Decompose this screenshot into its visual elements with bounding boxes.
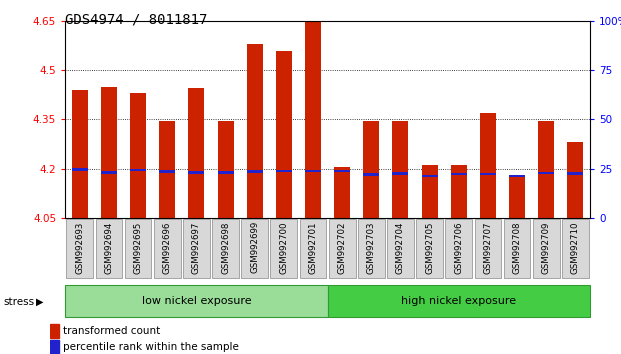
Text: GSM992709: GSM992709 bbox=[542, 221, 551, 274]
Bar bbox=[334, 170, 350, 172]
FancyBboxPatch shape bbox=[212, 219, 239, 278]
Text: GSM992704: GSM992704 bbox=[396, 221, 405, 274]
Bar bbox=[538, 172, 554, 175]
Text: GSM992694: GSM992694 bbox=[104, 221, 114, 274]
Bar bbox=[72, 168, 88, 171]
Bar bbox=[422, 175, 438, 177]
FancyBboxPatch shape bbox=[329, 219, 356, 278]
Text: high nickel exposure: high nickel exposure bbox=[401, 296, 516, 306]
Bar bbox=[509, 177, 525, 218]
FancyBboxPatch shape bbox=[533, 219, 560, 278]
Bar bbox=[217, 171, 233, 174]
FancyBboxPatch shape bbox=[299, 219, 327, 278]
Bar bbox=[480, 173, 496, 176]
Text: GSM992702: GSM992702 bbox=[338, 221, 347, 274]
Bar bbox=[101, 87, 117, 218]
Text: transformed count: transformed count bbox=[63, 326, 160, 336]
FancyBboxPatch shape bbox=[242, 219, 268, 278]
Text: GSM992700: GSM992700 bbox=[279, 221, 288, 274]
Bar bbox=[276, 51, 292, 218]
Text: GSM992695: GSM992695 bbox=[134, 221, 143, 274]
Text: stress: stress bbox=[3, 297, 34, 307]
Text: GDS4974 / 8011817: GDS4974 / 8011817 bbox=[65, 12, 207, 27]
Bar bbox=[130, 93, 146, 218]
Bar bbox=[392, 121, 409, 218]
Text: GSM992706: GSM992706 bbox=[455, 221, 463, 274]
Bar bbox=[363, 121, 379, 218]
Bar bbox=[568, 172, 583, 175]
Bar bbox=[159, 170, 175, 172]
Bar bbox=[451, 165, 467, 218]
Text: GSM992699: GSM992699 bbox=[250, 221, 259, 274]
Bar bbox=[188, 88, 204, 218]
Bar bbox=[159, 121, 175, 218]
FancyBboxPatch shape bbox=[183, 219, 210, 278]
Bar bbox=[217, 121, 233, 218]
Text: low nickel exposure: low nickel exposure bbox=[142, 296, 252, 306]
Text: GSM992697: GSM992697 bbox=[192, 221, 201, 274]
FancyBboxPatch shape bbox=[327, 285, 590, 317]
FancyBboxPatch shape bbox=[358, 219, 385, 278]
FancyBboxPatch shape bbox=[445, 219, 472, 278]
Bar bbox=[568, 142, 583, 218]
Text: GSM992707: GSM992707 bbox=[483, 221, 492, 274]
FancyBboxPatch shape bbox=[96, 219, 122, 278]
FancyBboxPatch shape bbox=[504, 219, 530, 278]
Bar bbox=[392, 172, 409, 175]
FancyBboxPatch shape bbox=[387, 219, 414, 278]
Bar bbox=[50, 340, 59, 354]
Text: GSM992696: GSM992696 bbox=[163, 221, 172, 274]
FancyBboxPatch shape bbox=[154, 219, 181, 278]
Bar bbox=[72, 90, 88, 218]
Text: GSM992698: GSM992698 bbox=[221, 221, 230, 274]
Bar bbox=[422, 165, 438, 218]
Bar bbox=[305, 170, 321, 172]
FancyBboxPatch shape bbox=[416, 219, 443, 278]
Text: ▶: ▶ bbox=[36, 297, 43, 307]
Text: GSM992708: GSM992708 bbox=[512, 221, 522, 274]
Bar bbox=[276, 170, 292, 172]
FancyBboxPatch shape bbox=[474, 219, 501, 278]
Text: GSM992710: GSM992710 bbox=[571, 221, 580, 274]
Bar bbox=[247, 44, 263, 218]
Bar bbox=[480, 113, 496, 218]
Bar bbox=[451, 173, 467, 176]
Text: GSM992693: GSM992693 bbox=[75, 221, 84, 274]
Bar bbox=[188, 171, 204, 174]
Bar bbox=[101, 171, 117, 174]
FancyBboxPatch shape bbox=[270, 219, 297, 278]
FancyBboxPatch shape bbox=[562, 219, 589, 278]
FancyBboxPatch shape bbox=[65, 285, 327, 317]
Bar bbox=[538, 121, 554, 218]
Bar bbox=[247, 170, 263, 172]
FancyBboxPatch shape bbox=[66, 219, 93, 278]
Bar bbox=[305, 21, 321, 218]
Text: GSM992705: GSM992705 bbox=[425, 221, 434, 274]
Bar bbox=[509, 175, 525, 177]
Text: GSM992701: GSM992701 bbox=[309, 221, 317, 274]
Text: GSM992703: GSM992703 bbox=[367, 221, 376, 274]
FancyBboxPatch shape bbox=[125, 219, 152, 278]
Bar bbox=[130, 169, 146, 171]
Bar bbox=[50, 324, 59, 338]
Bar bbox=[363, 173, 379, 176]
Bar bbox=[334, 167, 350, 218]
Text: percentile rank within the sample: percentile rank within the sample bbox=[63, 342, 238, 352]
